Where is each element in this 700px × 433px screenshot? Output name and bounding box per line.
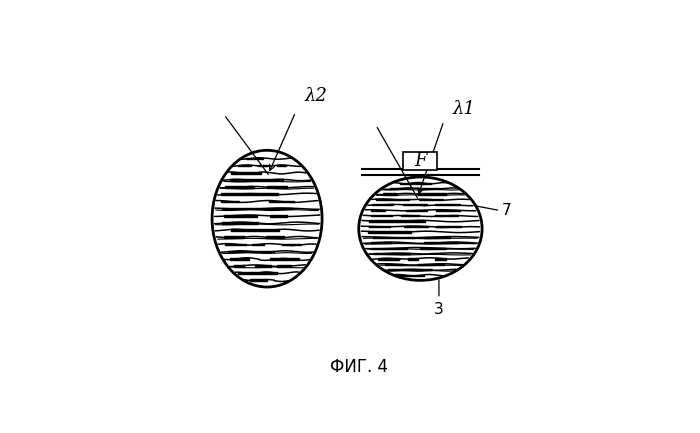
Bar [435, 215, 458, 216]
Bar [390, 188, 410, 189]
Bar [252, 244, 265, 245]
Bar [371, 242, 391, 243]
Bar [224, 215, 257, 216]
Bar [231, 229, 279, 231]
Bar [369, 226, 391, 227]
Bar [265, 236, 284, 238]
Bar [221, 200, 239, 202]
Bar [403, 152, 438, 170]
Bar [258, 165, 268, 167]
Bar [246, 158, 263, 159]
Bar [406, 210, 428, 211]
Text: ФИГ. 4: ФИГ. 4 [330, 358, 388, 376]
Bar [371, 210, 385, 211]
Bar [225, 186, 254, 188]
Bar [228, 251, 274, 252]
Bar [267, 186, 288, 188]
Bar [270, 215, 287, 216]
Bar [435, 204, 460, 205]
Bar [436, 226, 461, 227]
Bar [372, 204, 393, 205]
Bar [376, 199, 409, 200]
Bar [373, 253, 410, 254]
Bar [424, 242, 458, 243]
Bar [371, 248, 407, 249]
Bar [398, 275, 424, 276]
Text: 7: 7 [502, 203, 512, 218]
Bar [221, 194, 279, 195]
Bar [251, 279, 267, 281]
Bar [436, 210, 460, 211]
Bar [424, 237, 450, 238]
Bar [225, 244, 246, 245]
Bar [405, 226, 428, 227]
Bar [368, 231, 411, 233]
Bar [230, 179, 283, 181]
Bar [269, 200, 294, 202]
Bar [420, 248, 446, 249]
Bar [419, 199, 443, 200]
Bar [231, 172, 261, 174]
Bar [402, 204, 427, 205]
Bar [418, 264, 444, 265]
Bar [221, 208, 293, 210]
Bar [282, 244, 302, 245]
Bar [388, 269, 433, 270]
Bar [372, 215, 392, 216]
Bar [234, 265, 244, 267]
Text: λ2: λ2 [304, 87, 328, 105]
Bar [369, 220, 425, 222]
Bar [255, 265, 272, 267]
Bar [401, 215, 419, 216]
Bar [373, 237, 414, 238]
Bar [385, 264, 403, 265]
Bar [400, 183, 430, 184]
Bar [277, 265, 290, 267]
Bar [419, 188, 440, 189]
Bar [238, 165, 251, 167]
Bar [277, 165, 286, 167]
Bar [223, 222, 258, 224]
Bar [238, 272, 276, 274]
Bar [224, 236, 244, 238]
Text: F: F [414, 152, 427, 170]
Bar [230, 258, 249, 259]
Text: λ1: λ1 [452, 100, 475, 118]
Bar [270, 258, 299, 259]
Ellipse shape [359, 177, 482, 280]
Ellipse shape [212, 150, 322, 287]
Text: 3: 3 [434, 302, 444, 317]
